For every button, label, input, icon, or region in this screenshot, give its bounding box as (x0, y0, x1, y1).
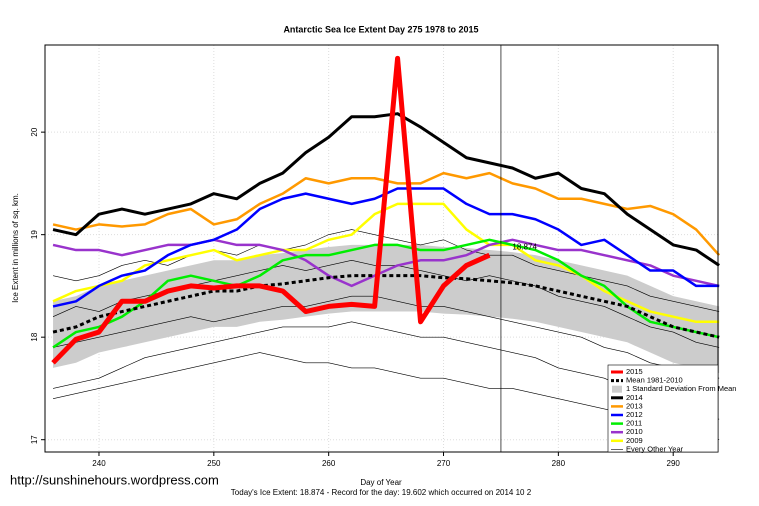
y-tick-label: 17 (30, 435, 39, 444)
series-line (51, 55, 491, 365)
legend-label: 2012 (626, 410, 643, 419)
sd-band (53, 244, 720, 374)
other-year-line (52, 229, 720, 312)
y-tick-label: 20 (30, 127, 39, 136)
legend-label: Every Other Year (626, 444, 684, 453)
legend-swatch (612, 385, 622, 393)
x-tick-label: 270 (437, 459, 451, 468)
x-tick-label: 290 (667, 459, 681, 468)
legend-label: 2013 (626, 401, 643, 410)
plot-frame (44, 44, 719, 453)
series-line (52, 238, 720, 288)
footnote: Today's Ice Extent: 18.874 - Record for … (231, 488, 532, 497)
annotation: 18.874 (512, 243, 537, 252)
x-tick-label: 280 (552, 459, 566, 468)
legend-label: 2010 (626, 427, 643, 436)
legend-label: Mean 1981-2010 (626, 376, 683, 385)
series-line (52, 238, 720, 349)
x-axis-label: Day of Year (360, 478, 402, 487)
legend-label: 2014 (626, 393, 643, 402)
y-axis-label: Ice Extent in millions of sq. km. (11, 193, 20, 303)
chart-title: Antarctic Sea Ice Extent Day 275 1978 to… (283, 24, 478, 34)
x-tick-label: 250 (207, 459, 221, 468)
y-tick-label: 19 (30, 230, 39, 239)
legend-label: 2015 (626, 367, 643, 376)
legend-label: 2009 (626, 436, 643, 445)
x-tick-label: 240 (92, 459, 106, 468)
x-tick-label: 260 (322, 459, 336, 468)
legend (607, 364, 719, 453)
series-line (52, 112, 720, 267)
other-year-line (52, 295, 720, 379)
watermark: http://sunshinehours.wordpress.com (10, 472, 219, 487)
legend-label: 1 Standard Deviation From Mean (626, 384, 736, 393)
y-tick-label: 18 (30, 332, 39, 341)
legend-label: 2011 (626, 419, 642, 428)
series-line (52, 274, 720, 339)
